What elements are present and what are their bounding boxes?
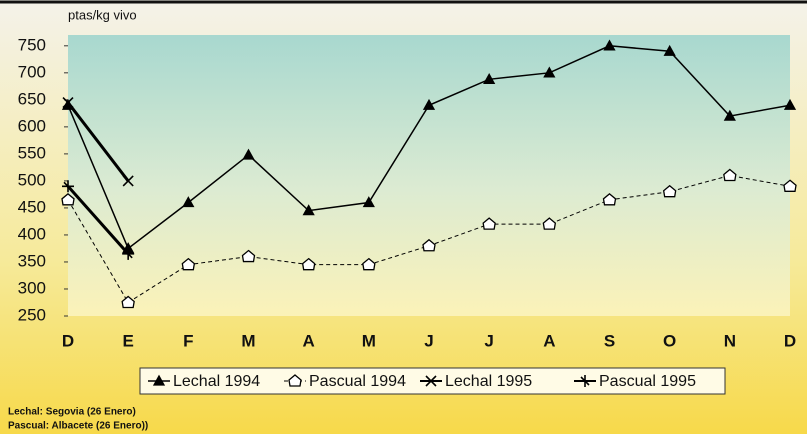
x-tick-label: J xyxy=(424,331,433,350)
marker xyxy=(241,249,256,263)
y-tick-label: 500 xyxy=(18,170,46,189)
x-tick-label: M xyxy=(362,331,376,350)
marker xyxy=(422,98,436,110)
legend-label: Pascual 1995 xyxy=(599,373,696,390)
legend-marker xyxy=(152,374,166,386)
y-tick-label: 350 xyxy=(18,251,46,270)
x-tick-label: A xyxy=(543,331,555,350)
note: Pascual: Albacete (26 Enero)) xyxy=(8,421,148,432)
marker xyxy=(542,217,557,230)
x-tick-label: S xyxy=(604,331,615,350)
x-tick-label: D xyxy=(784,331,796,350)
legend-marker xyxy=(579,375,591,387)
x-tick-label: A xyxy=(303,331,315,350)
y-tick-label: 450 xyxy=(18,197,46,216)
note: Lechal: Segovia (26 Enero) xyxy=(8,407,136,418)
legend-label: Pascual 1994 xyxy=(309,373,406,390)
marker xyxy=(663,44,676,56)
marker xyxy=(362,196,375,208)
y-tick-label: 250 xyxy=(18,305,46,324)
x-tick-label: O xyxy=(663,331,676,350)
marker xyxy=(62,96,74,109)
x-tick-label: N xyxy=(724,331,736,350)
marker xyxy=(543,66,556,78)
marker xyxy=(422,238,436,252)
marker xyxy=(723,109,736,121)
series-line xyxy=(66,185,130,255)
marker xyxy=(301,257,316,271)
marker xyxy=(783,98,797,110)
plot-area xyxy=(68,35,790,316)
y-tick-label: 400 xyxy=(18,224,46,243)
y-tick-label: 650 xyxy=(18,89,46,108)
legend-label: Lechal 1994 xyxy=(173,373,260,390)
marker xyxy=(182,196,195,208)
marker xyxy=(362,257,376,271)
marker xyxy=(181,257,196,271)
marker xyxy=(603,39,616,51)
y-tick-label: 750 xyxy=(18,35,46,54)
marker xyxy=(302,204,315,216)
series-line xyxy=(66,101,130,182)
x-tick-label: D xyxy=(62,331,74,350)
marker xyxy=(61,192,75,206)
marker xyxy=(242,148,255,160)
marker xyxy=(121,295,135,309)
legend-marker xyxy=(288,374,302,387)
marker xyxy=(62,180,74,193)
marker xyxy=(602,192,617,206)
marker xyxy=(122,175,134,187)
x-tick-label: E xyxy=(122,331,133,350)
y-tick-label: 700 xyxy=(18,62,46,81)
x-tick-label: J xyxy=(484,331,493,350)
legend-marker xyxy=(425,375,437,387)
x-tick-label: F xyxy=(183,331,193,350)
marker xyxy=(723,168,737,182)
marker xyxy=(662,184,677,198)
y-axis-label: ptas/kg vivo xyxy=(68,7,137,22)
y-tick-label: 600 xyxy=(18,116,46,135)
marker xyxy=(783,179,797,192)
x-tick-label: M xyxy=(241,331,255,350)
y-tick-label: 550 xyxy=(18,143,46,162)
marker xyxy=(483,72,496,84)
marker xyxy=(482,217,496,230)
legend-label: Lechal 1995 xyxy=(445,373,532,390)
marker xyxy=(122,247,135,260)
y-tick-label: 300 xyxy=(18,278,46,297)
